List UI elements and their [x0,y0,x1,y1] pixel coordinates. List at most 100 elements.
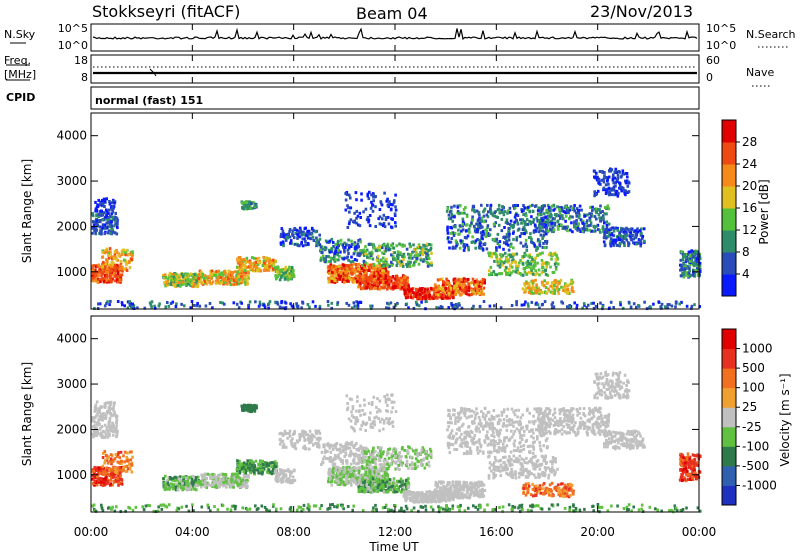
range-cell [543,291,547,295]
range-cell [486,232,490,236]
range-cell [457,302,461,306]
range-cell [310,232,313,236]
freq-label: Freq. [4,54,31,67]
range-cell [163,281,167,284]
range-cell [619,175,623,179]
range-cell [192,280,195,284]
range-cell [394,205,397,209]
range-cell [347,258,350,262]
range-cell [344,245,347,249]
range-cell [91,231,94,235]
range-cell [248,264,252,268]
range-cell [378,245,382,249]
range-cell [493,224,496,228]
range-cell [479,231,483,235]
range-cell [98,471,102,475]
range-cell [370,280,374,283]
range-cell [611,226,614,230]
range-cell [190,300,194,303]
range-cell [625,226,628,230]
range-cell [612,238,616,242]
range-cell [267,257,271,261]
range-cell [110,476,113,480]
range-cell [311,300,315,304]
range-cell [614,167,618,171]
range-cell [474,239,478,243]
range-cell [272,262,276,266]
range-cell [356,269,360,273]
range-cell [171,477,174,481]
range-cell [246,205,249,209]
range-cell [625,179,629,183]
range-cell [231,275,235,279]
range-cell [288,229,291,233]
range-cell [248,259,252,263]
range-cell [288,228,292,231]
range-cell [467,248,470,252]
range-cell [546,261,549,265]
range-cell [468,230,471,234]
range-cell [425,300,428,304]
range-cell [436,288,439,292]
range-cell [362,265,366,269]
range-cell [414,295,418,299]
range-cell [598,170,602,173]
range-cell [496,216,499,219]
range-cell [109,271,112,275]
range-cell [218,281,222,285]
range-cell [108,411,111,414]
range-cell [415,287,418,291]
range-cell [258,261,261,264]
range-cell [408,245,412,249]
range-cell [249,206,252,210]
range-cell [570,221,573,225]
range-cell [595,207,598,211]
range-cell [603,221,606,225]
range-cell [556,219,560,223]
range-cell [538,240,542,244]
range-cell [111,262,114,266]
range-cell [285,275,289,279]
range-cell [682,275,686,279]
station-title: Stokkseyri (fitACF) [92,2,240,21]
range-cell [240,301,243,305]
range-cell [541,217,544,221]
range-cell [464,229,468,233]
range-cell [668,303,671,307]
range-cell [425,292,429,296]
range-cell [468,281,472,285]
range-cell [560,300,563,304]
range-cell [454,246,457,250]
range-cell [215,279,218,283]
range-cell [606,179,609,183]
range-cell [243,275,247,279]
range-cell [601,225,605,229]
range-cell [384,216,388,220]
range-cell [359,275,362,279]
range-cell [479,283,483,287]
range-cell [302,230,305,234]
range-cell [529,267,533,271]
range-cell [410,288,414,292]
range-cell [100,209,103,213]
range-cell [386,244,389,248]
range-cell [583,214,586,218]
range-cell [435,296,439,300]
range-cell [326,300,330,303]
range-cell [124,260,128,264]
range-cell [576,228,579,232]
range-cell [112,200,115,204]
range-cell [632,237,636,241]
range-cell [429,246,433,250]
range-cell [168,476,172,479]
range-cell [102,211,106,215]
range-cell [357,285,360,289]
range-cell [475,222,478,226]
range-cell [515,238,518,242]
range-cell [281,240,285,244]
range-cell [271,260,275,264]
range-cell [605,212,608,216]
range-cell [214,273,217,277]
range-cell [414,254,417,258]
range-cell [504,221,508,225]
